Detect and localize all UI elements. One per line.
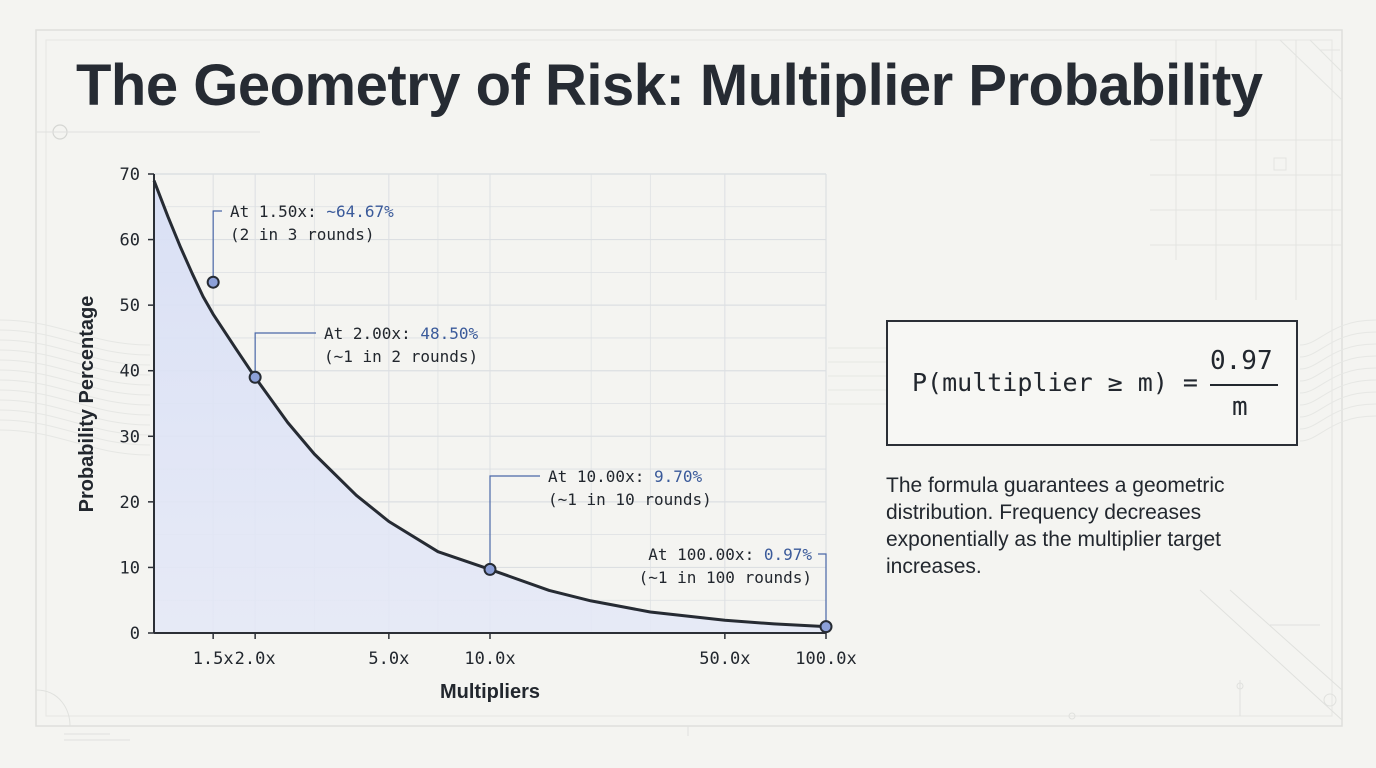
y-axis-ticks: 0 10 20 30 40 50 60 70	[120, 165, 154, 644]
annotation-prefix: At 2.00x:	[324, 324, 420, 343]
y-tick-label: 20	[120, 493, 140, 513]
y-tick-label: 30	[120, 427, 140, 447]
y-tick-label: 70	[120, 165, 140, 185]
page-title: The Geometry of Risk: Multiplier Probabi…	[76, 53, 1263, 118]
annotation-label: At 1.50x: ~64.67%	[230, 202, 394, 221]
annotation-value: 48.50%	[420, 324, 478, 343]
y-tick-label: 0	[130, 624, 140, 644]
chart-grid	[154, 173, 827, 633]
data-point-marker	[483, 562, 497, 576]
annotation-note: (2 in 3 rounds)	[230, 225, 375, 244]
annotation-prefix: At 10.00x:	[548, 467, 654, 486]
annotation-value: 9.70%	[654, 467, 703, 486]
x-tick-label: 100.0x	[795, 649, 856, 669]
x-axis-label: Multipliers	[440, 681, 540, 703]
leader-line	[489, 475, 540, 570]
formula-box: P(multiplier ≥ m) = 0.97 m	[886, 320, 1298, 446]
x-tick-label: 5.0x	[368, 649, 409, 669]
annotation-prefix: At 100.00x:	[648, 545, 764, 564]
y-tick-label: 60	[120, 231, 140, 251]
formula-numerator: 0.97	[1210, 346, 1273, 376]
formula-fraction-bar	[1210, 384, 1278, 386]
y-tick-label: 10	[120, 558, 140, 578]
y-axis-label: Probability Percentage	[76, 296, 98, 513]
data-point-marker	[248, 370, 262, 384]
annotation-prefix: At 1.50x:	[230, 202, 326, 221]
x-axis-ticks: 1.5x 2.0x 5.0x 10.0x 50.0x 100.0x	[193, 633, 857, 669]
formula-lhs: P(multiplier ≥ m) =	[912, 368, 1198, 397]
x-tick-label: 50.0x	[699, 649, 750, 669]
leader-line	[212, 210, 222, 283]
data-point-marker	[206, 275, 220, 289]
x-tick-label: 10.0x	[464, 649, 515, 669]
formula-denominator: m	[1232, 392, 1248, 422]
data-point-marker	[819, 620, 833, 634]
leader-line	[254, 332, 316, 378]
annotation-label: At 2.00x: 48.50%	[324, 324, 478, 343]
data-points	[206, 275, 833, 634]
annotation-note: (~1 in 100 rounds)	[639, 568, 812, 587]
annotation-label: At 100.00x: 0.97%	[648, 545, 812, 564]
point-annotations: At 1.50x: ~64.67% (2 in 3 rounds) At 2.00x…	[212, 202, 827, 627]
annotation-value: ~64.67%	[326, 202, 394, 221]
y-tick-label: 40	[120, 362, 140, 382]
formula-description: The formula guarantees a geometric distr…	[886, 474, 1225, 578]
annotation-label: At 10.00x: 9.70%	[548, 467, 703, 486]
probability-curve	[152, 180, 827, 629]
annotation-note: (~1 in 10 rounds)	[548, 490, 712, 509]
y-tick-label: 50	[120, 296, 140, 316]
x-tick-label: 1.5x	[193, 649, 234, 669]
leader-line	[818, 553, 827, 627]
annotation-note: (~1 in 2 rounds)	[324, 347, 478, 366]
probability-area	[154, 180, 826, 633]
annotation-value: 0.97%	[764, 545, 813, 564]
x-tick-label: 2.0x	[235, 649, 276, 669]
